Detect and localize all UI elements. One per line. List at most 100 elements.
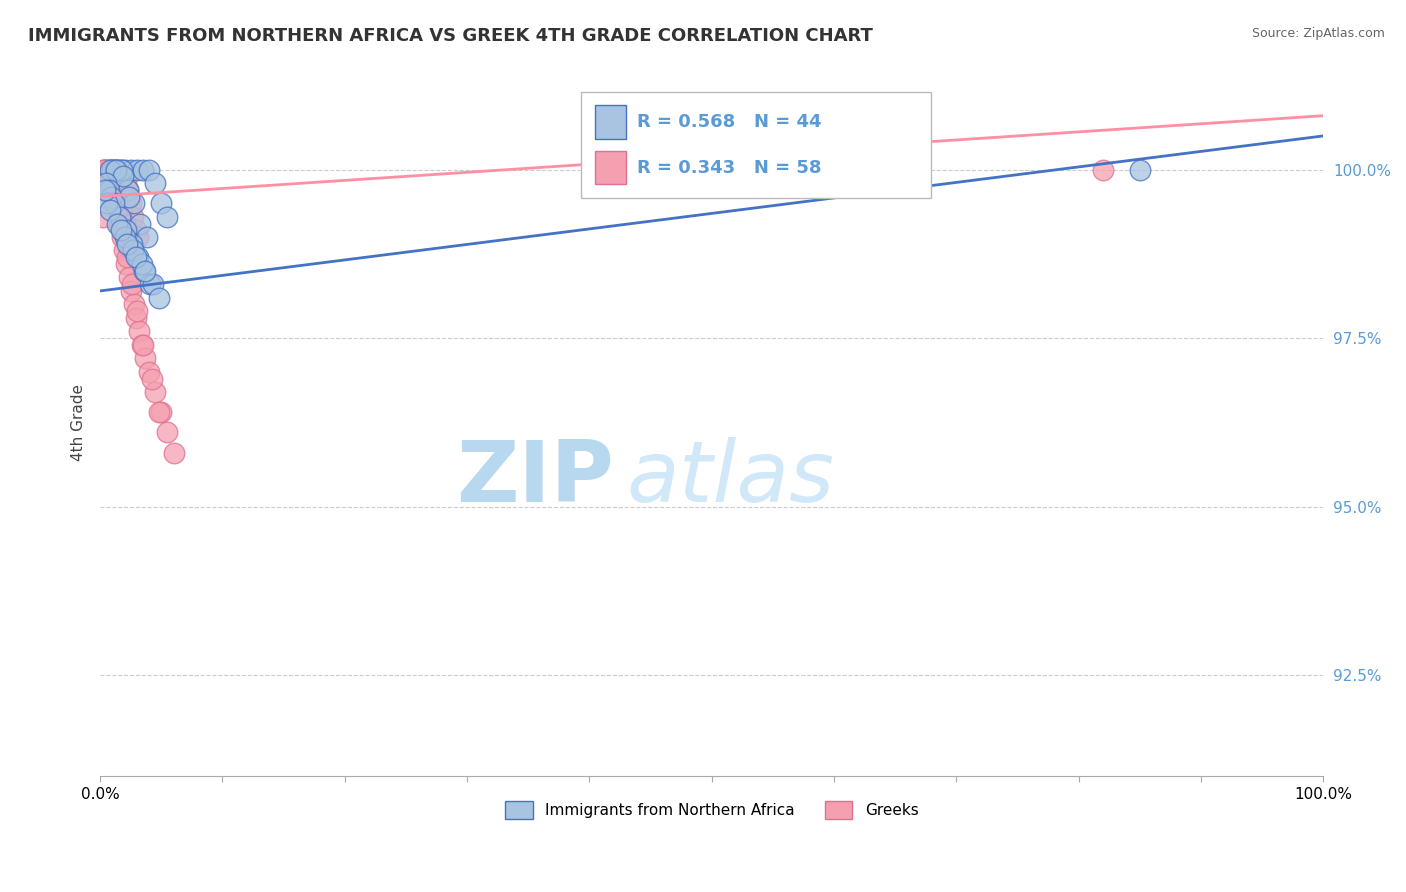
Point [135,230,157,244]
Point [128,324,150,338]
Point [125,162,148,177]
Point [125,310,148,325]
Point [132,338,155,352]
Point [100,189,122,203]
Point [108,189,131,203]
Point [97,183,120,197]
Point [112,169,135,184]
Point [131,257,153,271]
Point [96,196,118,211]
Point [114,176,136,190]
Point [115,257,138,271]
Point [98,162,121,177]
Legend: Immigrants from Northern Africa, Greeks: Immigrants from Northern Africa, Greeks [499,796,925,825]
Point [101,162,124,177]
Point [1129,162,1152,177]
Point [96,169,118,184]
Point [105,176,128,190]
Point [129,217,152,231]
Point [124,250,146,264]
Point [142,277,165,292]
Point [127,250,149,264]
Point [122,297,145,311]
Text: Source: ZipAtlas.com: Source: ZipAtlas.com [1251,27,1385,40]
Point [118,189,141,203]
Point [96,176,118,190]
Point [115,236,138,251]
Point [115,250,138,264]
Point [111,202,134,217]
Text: ZIP: ZIP [456,437,614,520]
Point [124,223,146,237]
Point [103,196,125,211]
Point [114,223,136,237]
Y-axis label: 4th Grade: 4th Grade [72,384,86,461]
Point [127,230,149,244]
Point [134,351,156,366]
Point [96,162,118,177]
Point [114,230,136,244]
Point [111,162,134,177]
Point [150,196,173,211]
Point [162,445,184,459]
Point [143,176,166,190]
Point [112,244,135,258]
Point [148,291,170,305]
Point [122,210,145,224]
Point [125,304,148,318]
Point [103,162,125,177]
Point [1092,162,1115,177]
Point [94,183,117,197]
Point [118,270,141,285]
Point [98,162,121,177]
Point [97,162,120,177]
Point [138,162,160,177]
Point [108,210,131,224]
Point [112,169,135,184]
Point [93,162,115,177]
Text: R = 0.343   N = 58: R = 0.343 N = 58 [637,159,821,177]
Point [104,162,127,177]
Point [117,183,139,197]
Point [105,162,128,177]
Text: IMMIGRANTS FROM NORTHERN AFRICA VS GREEK 4TH GRADE CORRELATION CHART: IMMIGRANTS FROM NORTHERN AFRICA VS GREEK… [28,27,873,45]
Point [101,162,124,177]
Point [107,162,129,177]
Point [134,263,156,277]
Point [107,162,129,177]
Point [117,183,139,197]
Point [93,162,115,177]
Point [110,230,132,244]
Point [148,405,170,419]
Point [104,169,127,184]
Point [114,217,136,231]
Point [120,196,142,211]
Text: atlas: atlas [626,437,834,520]
Point [100,162,122,177]
Point [131,338,153,352]
Point [150,405,173,419]
Point [141,371,163,385]
Point [143,384,166,399]
Point [115,230,138,244]
Point [114,162,136,177]
Point [156,210,179,224]
Point [98,202,121,217]
Point [108,217,131,231]
Point [105,202,128,217]
Text: R = 0.568   N = 44: R = 0.568 N = 44 [637,113,821,131]
Point [121,277,143,292]
Point [110,223,132,237]
Point [122,244,145,258]
Point [110,162,132,177]
Point [132,162,155,177]
Point [96,162,118,177]
Point [139,277,162,292]
Point [100,183,122,197]
Point [105,217,128,231]
Point [121,236,143,251]
Point [91,162,114,177]
Point [156,425,179,440]
Point [118,244,141,258]
Point [134,263,156,277]
